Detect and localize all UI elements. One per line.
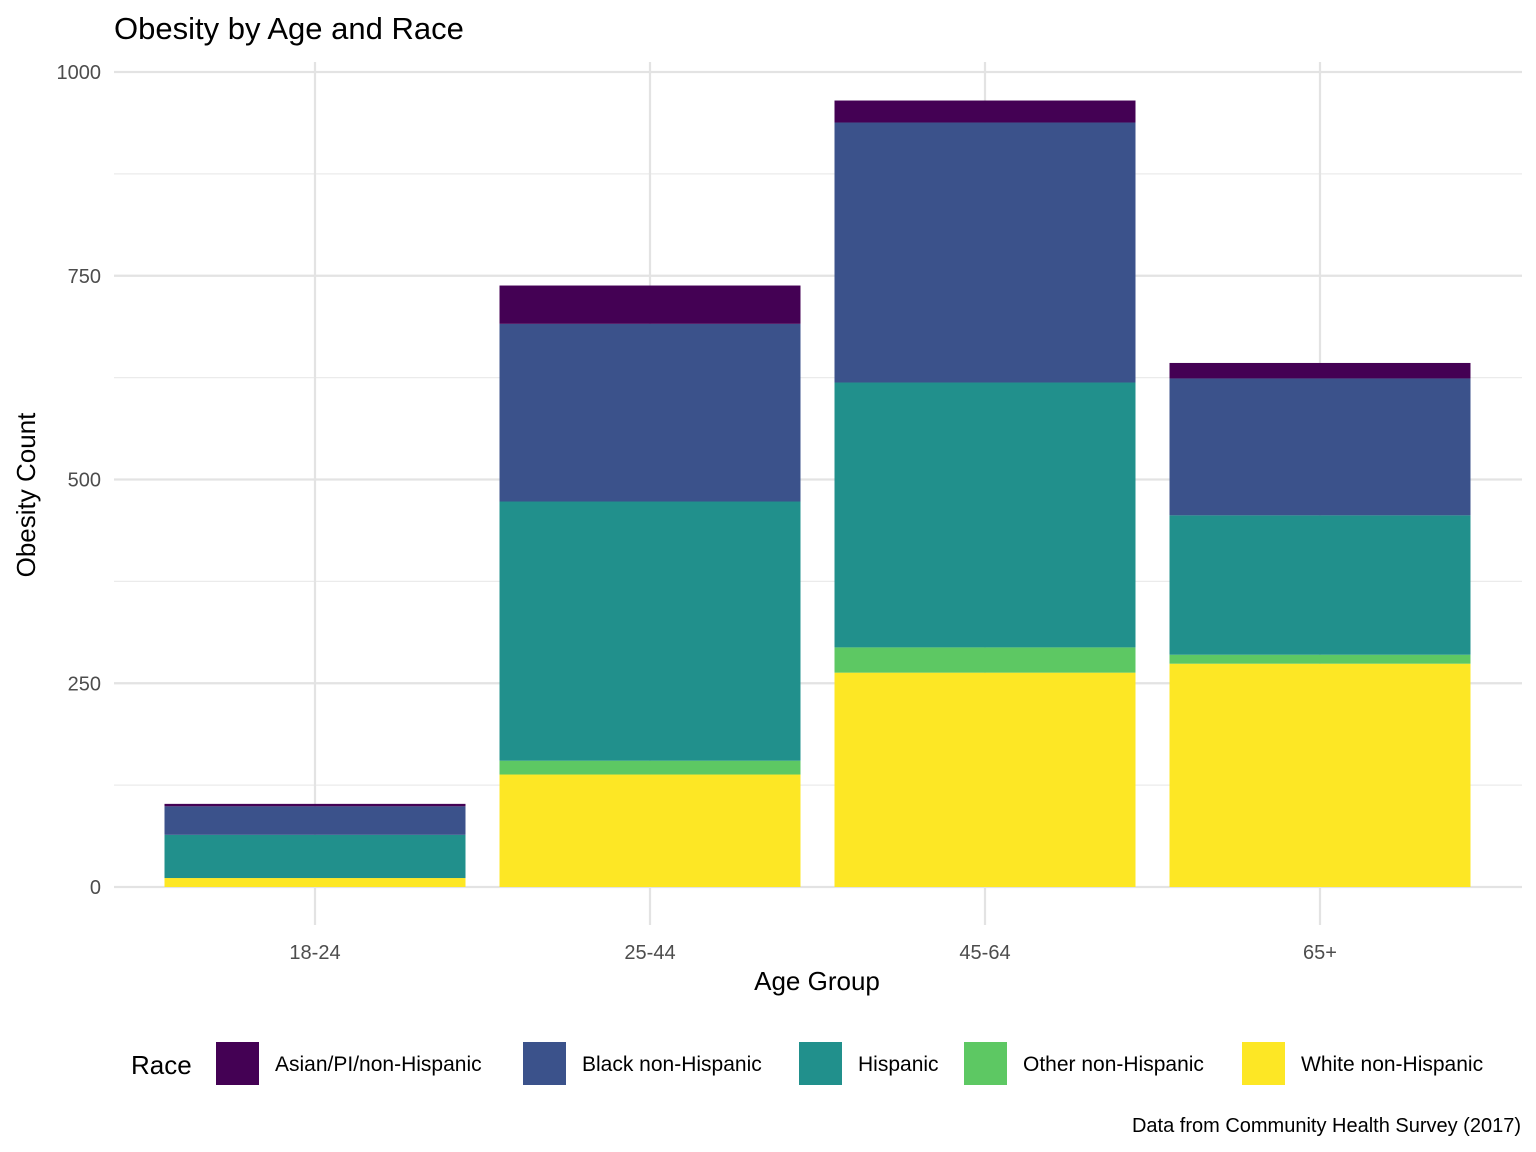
bar-segment-white-non-hispanic-25-44 — [499, 774, 801, 887]
bar-segment-black-non-hispanic-18-24 — [164, 806, 466, 835]
x-tick-label: 18-24 — [289, 942, 340, 964]
y-tick-label: 500 — [68, 470, 101, 492]
legend-label: Black non-Hispanic — [582, 1053, 762, 1076]
ticks-layer: 0 250 500 750 1000 18-24 25-44 45-64 65+ — [57, 62, 1337, 964]
bars-layer — [164, 100, 1471, 887]
legend-label: Hispanic — [858, 1053, 939, 1076]
legend: Race Asian/PI/non-Hispanic Black non-Hisp… — [131, 1042, 1483, 1085]
legend-label: White non-Hispanic — [1301, 1053, 1483, 1076]
x-axis-title: Age Group — [754, 966, 880, 996]
legend-key — [799, 1042, 842, 1085]
legend-label: Other non-Hispanic — [1023, 1053, 1204, 1076]
bar-segment-black-non-hispanic-25-44 — [499, 323, 801, 502]
bar-segment-hispanic-65+ — [1169, 515, 1471, 655]
legend-key — [964, 1042, 1007, 1085]
chart-caption: Data from Community Health Survey (2017) — [1132, 1115, 1521, 1137]
x-tick-label: 45-64 — [959, 942, 1010, 964]
x-tick-label: 25-44 — [624, 942, 675, 964]
bar-segment-asian-pi-non-hispanic-45-64 — [834, 100, 1136, 123]
y-tick-label: 1000 — [57, 62, 102, 84]
bar-segment-other-non-hispanic-25-44 — [499, 760, 801, 775]
bar-segment-hispanic-45-64 — [834, 382, 1136, 648]
bar-segment-asian-pi-non-hispanic-18-24 — [164, 803, 466, 807]
bar-segment-hispanic-25-44 — [499, 501, 801, 761]
legend-label: Asian/PI/non-Hispanic — [275, 1053, 482, 1076]
bar-segment-asian-pi-non-hispanic-25-44 — [499, 285, 801, 324]
y-axis-title: Obesity Count — [11, 412, 41, 578]
legend-key — [1242, 1042, 1285, 1085]
chart-title: Obesity by Age and Race — [114, 11, 464, 46]
legend-title: Race — [131, 1050, 192, 1080]
y-tick-label: 0 — [90, 877, 101, 899]
bar-segment-white-non-hispanic-45-64 — [834, 672, 1136, 887]
legend-key — [523, 1042, 566, 1085]
x-tick-label: 65+ — [1303, 942, 1337, 964]
bar-segment-black-non-hispanic-45-64 — [834, 122, 1136, 383]
bar-segment-hispanic-18-24 — [164, 834, 466, 879]
bar-segment-white-non-hispanic-65+ — [1169, 663, 1471, 887]
legend-key — [216, 1042, 259, 1085]
y-tick-label: 250 — [68, 673, 101, 695]
bar-segment-asian-pi-non-hispanic-65+ — [1169, 362, 1471, 379]
bar-segment-white-non-hispanic-18-24 — [164, 878, 466, 887]
bar-segment-other-non-hispanic-65+ — [1169, 654, 1471, 664]
bar-segment-black-non-hispanic-65+ — [1169, 378, 1471, 516]
y-tick-label: 750 — [68, 266, 101, 288]
bar-segment-other-non-hispanic-45-64 — [834, 647, 1136, 673]
